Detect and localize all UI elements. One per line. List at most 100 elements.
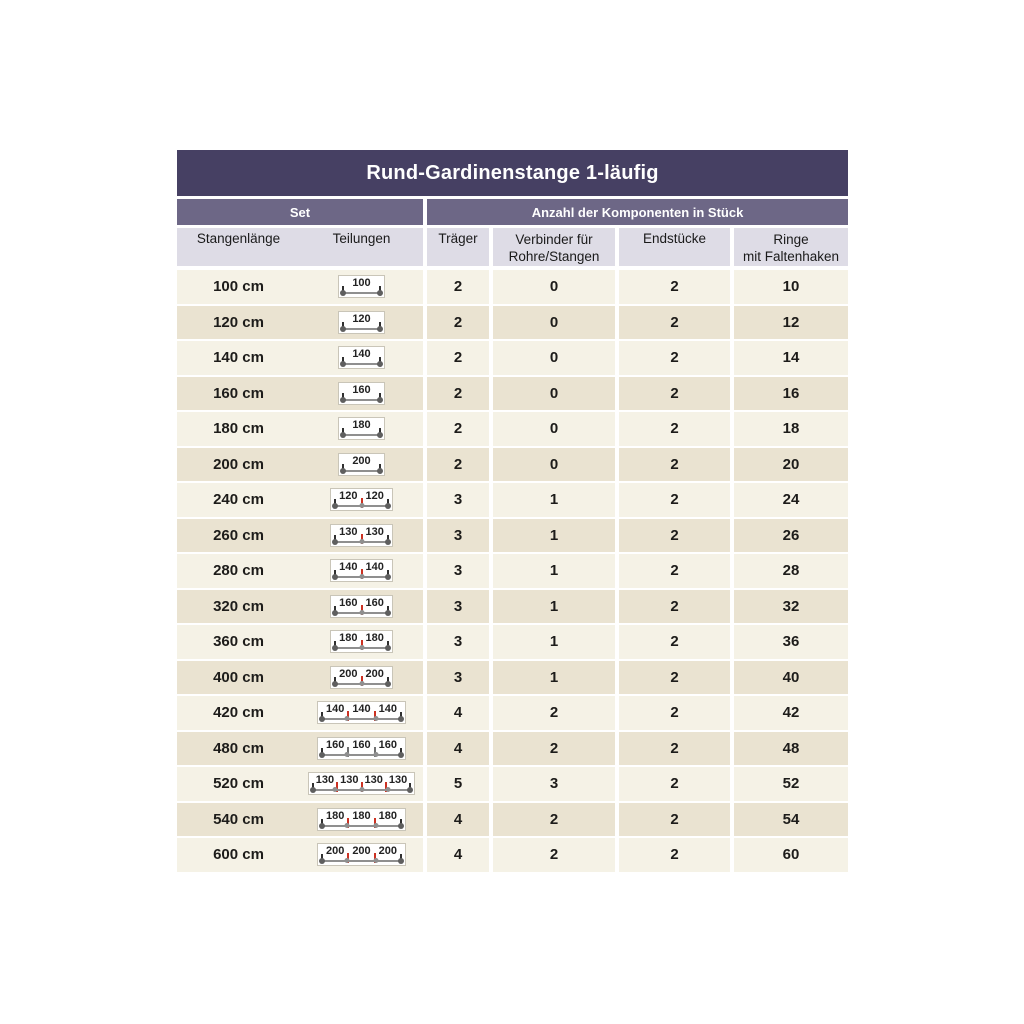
group-header-components: Anzahl der Komponenten in Stück	[427, 199, 848, 225]
endstuecke-cell-value: 2	[670, 278, 679, 296]
table-row: 260 cm 130 130 3 1 2 26	[177, 518, 848, 552]
end-tick	[378, 321, 381, 329]
length-cell: 200 cm	[177, 448, 300, 482]
endstuecke-cell: 2	[619, 802, 730, 836]
length-cell: 320 cm	[177, 590, 300, 624]
end-tick	[400, 818, 403, 826]
length-cell: 360 cm	[177, 625, 300, 659]
rod-connector-dot	[373, 822, 379, 828]
rod-connector-dot	[344, 716, 350, 722]
endstuecke-cell: 2	[619, 341, 730, 375]
end-tick	[386, 570, 389, 578]
length-value: 280 cm	[213, 562, 264, 580]
rod-end-dot	[398, 858, 405, 865]
table-row: 400 cm 200 200 3 1 2 40	[177, 660, 848, 694]
length-value: 520 cm	[213, 775, 264, 793]
verbinder-cell-value: 2	[549, 704, 559, 722]
verbinder-cell-value: 0	[549, 455, 559, 473]
verbinder-cell: 1	[493, 518, 615, 552]
length-cell: 540 cm	[177, 803, 300, 837]
end-tick	[334, 499, 337, 507]
rod-end-dot	[384, 574, 391, 581]
column-header-verbinder: Verbinder für Rohre/Stangen	[493, 228, 615, 266]
verbinder-cell: 0	[493, 305, 615, 339]
end-tick	[409, 783, 412, 791]
ringe-cell: 28	[734, 554, 848, 588]
ringe-cell-value: 36	[782, 633, 800, 651]
set-cell: 420 cm 140 140 140	[177, 696, 423, 730]
teilungen-icon: 130 130 130 130	[307, 772, 416, 796]
endstuecke-cell-value: 2	[670, 704, 679, 722]
ringe-cell: 60	[734, 838, 848, 872]
rod-end-dot	[340, 361, 347, 368]
endstuecke-cell-value: 2	[670, 526, 679, 544]
verbinder-cell-value: 1	[549, 562, 559, 580]
segment-label: 160	[325, 738, 345, 751]
rod-bar	[320, 824, 403, 827]
teilungen-icon: 120 120	[330, 488, 393, 512]
column-header-verbinder-line1: Verbinder für	[515, 232, 593, 247]
teilungen-cell: 120	[300, 306, 423, 340]
length-value: 160 cm	[213, 384, 264, 402]
ringe-cell-value: 60	[782, 846, 800, 864]
rod-end-dot	[384, 609, 391, 616]
endstuecke-cell: 2	[619, 447, 730, 481]
segment-label: 120	[352, 312, 371, 325]
rod-connector-dot	[359, 503, 364, 509]
table-row: 420 cm 140 140 140 4 2 2 42	[177, 696, 848, 730]
rod-end-dot	[407, 787, 414, 794]
traeger-cell-value: 2	[453, 455, 463, 473]
teilungen-cell: 160 160 160	[300, 732, 423, 766]
ringe-cell: 24	[734, 483, 848, 517]
table-row: 120 cm 120 2 0 2 12	[177, 305, 848, 340]
column-header-ringe-line1: Ringe	[773, 232, 809, 247]
rod-end-dot	[376, 467, 383, 474]
traeger-cell-value: 2	[453, 278, 463, 296]
rod-connector-dot	[359, 609, 364, 615]
end-tick	[342, 392, 345, 400]
rod-end-dot	[318, 858, 325, 865]
traeger-cell: 2	[427, 270, 489, 304]
rod-connector-dot	[359, 680, 364, 686]
rod-connector-dot	[373, 858, 379, 864]
rod-connector-dot	[385, 787, 391, 793]
endstuecke-cell-value: 2	[670, 491, 679, 509]
segment-label: 160	[378, 738, 398, 751]
rod-connector-dot	[344, 858, 350, 864]
segment-label: 200	[378, 845, 398, 858]
ringe-cell: 40	[734, 660, 848, 694]
teilungen-cell: 140 140 140	[300, 696, 423, 730]
verbinder-cell: 1	[493, 554, 615, 588]
endstuecke-cell-value: 2	[670, 633, 679, 651]
teilungen-cell: 120 120	[300, 483, 423, 517]
endstuecke-cell: 2	[619, 376, 730, 410]
teilungen-icon: 200 200 200	[316, 843, 407, 867]
teilungen-icon: 160 160	[330, 594, 393, 618]
teilungen-cell: 140	[300, 341, 423, 375]
endstuecke-cell: 2	[619, 554, 730, 588]
rod-bar	[342, 363, 381, 366]
rod-end-dot	[309, 787, 316, 794]
rod-end-dot	[332, 609, 339, 616]
length-cell: 600 cm	[177, 838, 300, 872]
rod-bar	[342, 398, 381, 401]
table-title: Rund-Gardinenstange 1-läufig	[177, 150, 848, 196]
traeger-cell: 4	[427, 731, 489, 765]
length-value: 260 cm	[213, 526, 264, 544]
endstuecke-cell: 2	[619, 731, 730, 765]
end-tick	[386, 499, 389, 507]
set-cell: 280 cm 140 140	[177, 554, 423, 588]
endstuecke-cell: 2	[619, 518, 730, 552]
ringe-cell-value: 42	[782, 704, 800, 722]
segment-label: 140	[378, 703, 398, 716]
end-tick	[320, 818, 323, 826]
table-row: 160 cm 160 2 0 2 16	[177, 376, 848, 410]
verbinder-cell-value: 3	[549, 775, 559, 793]
endstuecke-cell: 2	[619, 660, 730, 694]
end-tick	[311, 783, 314, 791]
verbinder-cell-value: 0	[549, 313, 559, 331]
rod-end-dot	[384, 538, 391, 545]
rod-end-dot	[376, 325, 383, 332]
ringe-cell-value: 32	[782, 597, 800, 615]
segment-label: 200	[339, 667, 358, 680]
